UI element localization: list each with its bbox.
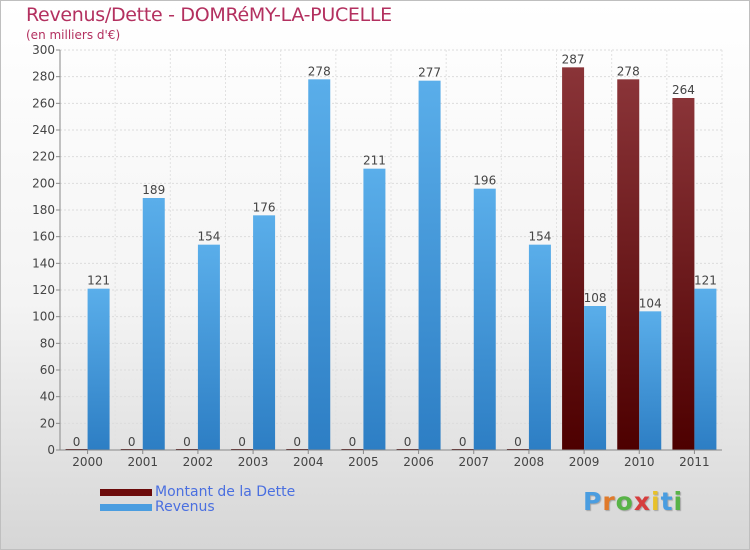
x-tick-label: 2005 <box>348 455 379 469</box>
legend-label-revenue: Revenus <box>155 499 215 515</box>
data-label-debt: 0 <box>404 435 412 449</box>
data-label-debt: 287 <box>562 52 585 66</box>
bar-revenue-2004 <box>308 79 331 450</box>
bar-debt-2011 <box>672 98 695 450</box>
proxiti-logo: Proxiti <box>583 487 683 516</box>
x-tick-label: 2010 <box>624 455 655 469</box>
data-label-debt: 0 <box>349 435 357 449</box>
data-label-debt: 0 <box>128 435 136 449</box>
bar-revenue-2008 <box>528 244 551 450</box>
bar-revenue-2000 <box>87 288 110 450</box>
y-tick-label: 140 <box>32 256 55 270</box>
logo-letter: o <box>615 487 634 516</box>
logo-letter: i <box>673 487 684 516</box>
data-label-debt: 0 <box>514 435 522 449</box>
x-tick-label: 2011 <box>679 455 710 469</box>
y-tick-label: 180 <box>32 203 55 217</box>
data-label-revenue: 211 <box>363 154 386 168</box>
x-tick-label: 2002 <box>183 455 214 469</box>
data-label-debt: 0 <box>238 435 246 449</box>
axes: 0 20 40 60 80 100 120 140 160 180 200 220 240 260 280 3… <box>32 43 722 469</box>
bar-revenue-2009 <box>584 306 607 450</box>
data-label-revenue: 121 <box>87 274 110 288</box>
x-tick-label: 2004 <box>293 455 324 469</box>
legend-label-debt: Montant de la Dette <box>155 484 296 500</box>
data-label-revenue: 189 <box>142 183 165 197</box>
legend-swatch-debt <box>100 489 152 496</box>
data-label-debt: 0 <box>73 435 81 449</box>
data-label-debt: 0 <box>459 435 467 449</box>
y-tick-label: 160 <box>32 230 55 244</box>
y-tick-label: 20 <box>40 416 55 430</box>
y-tick-label: 300 <box>32 43 55 57</box>
y-tick-label: 80 <box>40 336 55 350</box>
x-tick-label: 2009 <box>569 455 600 469</box>
data-label-debt: 0 <box>293 435 301 449</box>
data-label-debt: 264 <box>672 83 695 97</box>
bar-revenue-2001 <box>142 198 165 450</box>
y-tick-label: 0 <box>47 443 55 457</box>
legend-swatch-revenue <box>100 504 152 511</box>
bar-debt-2009 <box>562 67 585 450</box>
data-label-revenue: 121 <box>694 274 717 288</box>
y-tick-label: 60 <box>40 363 55 377</box>
bar-debt-2010 <box>617 79 640 450</box>
logo-letter: P <box>583 487 603 516</box>
data-label-revenue: 277 <box>418 66 441 80</box>
data-label-revenue: 176 <box>253 200 276 214</box>
x-tick-label: 2008 <box>514 455 545 469</box>
y-tick-label: 240 <box>32 123 55 137</box>
x-tick-label: 2001 <box>127 455 158 469</box>
y-tick-label: 280 <box>32 70 55 84</box>
chart-subtitle: (en milliers d'€) <box>26 28 121 42</box>
bar-revenue-2007 <box>473 188 496 450</box>
y-tick-label: 200 <box>32 176 55 190</box>
data-label-revenue: 278 <box>308 64 331 78</box>
logo-letter: r <box>602 487 616 516</box>
data-label-debt: 278 <box>617 64 640 78</box>
x-tick-label: 2006 <box>403 455 434 469</box>
bar-revenue-2010 <box>639 311 662 450</box>
y-tick-label: 260 <box>32 96 55 110</box>
x-tick-label: 2000 <box>72 455 103 469</box>
x-tick-label: 2003 <box>238 455 269 469</box>
chart-title: Revenus/Dette - DOMRéMY-LA-PUCELLE <box>26 4 392 26</box>
bar-revenue-2006 <box>418 80 441 451</box>
grid-lines <box>59 49 723 451</box>
logo-letter: t <box>660 487 674 516</box>
logo-letter: x <box>633 487 651 516</box>
bar-revenue-2003 <box>253 215 276 450</box>
data-label-revenue: 154 <box>197 230 220 244</box>
data-label-revenue: 104 <box>639 296 662 310</box>
data-label-revenue: 196 <box>473 174 496 188</box>
y-tick-label: 220 <box>32 150 55 164</box>
bars: 0 121 0 189 0 154 0 176 0 278 0 211 0 277 0 196 0 154 287 1… <box>65 52 717 451</box>
data-label-revenue: 154 <box>528 230 551 244</box>
y-tick-label: 40 <box>40 390 55 404</box>
data-label-revenue: 108 <box>584 291 607 305</box>
bar-revenue-2011 <box>694 288 717 450</box>
data-label-debt: 0 <box>183 435 191 449</box>
x-tick-label: 2007 <box>458 455 489 469</box>
bar-revenue-2005 <box>363 168 386 450</box>
bar-revenue-2002 <box>197 244 220 450</box>
logo-letter: i <box>651 487 661 516</box>
y-tick-label: 120 <box>32 283 55 297</box>
y-tick-label: 100 <box>32 310 55 324</box>
